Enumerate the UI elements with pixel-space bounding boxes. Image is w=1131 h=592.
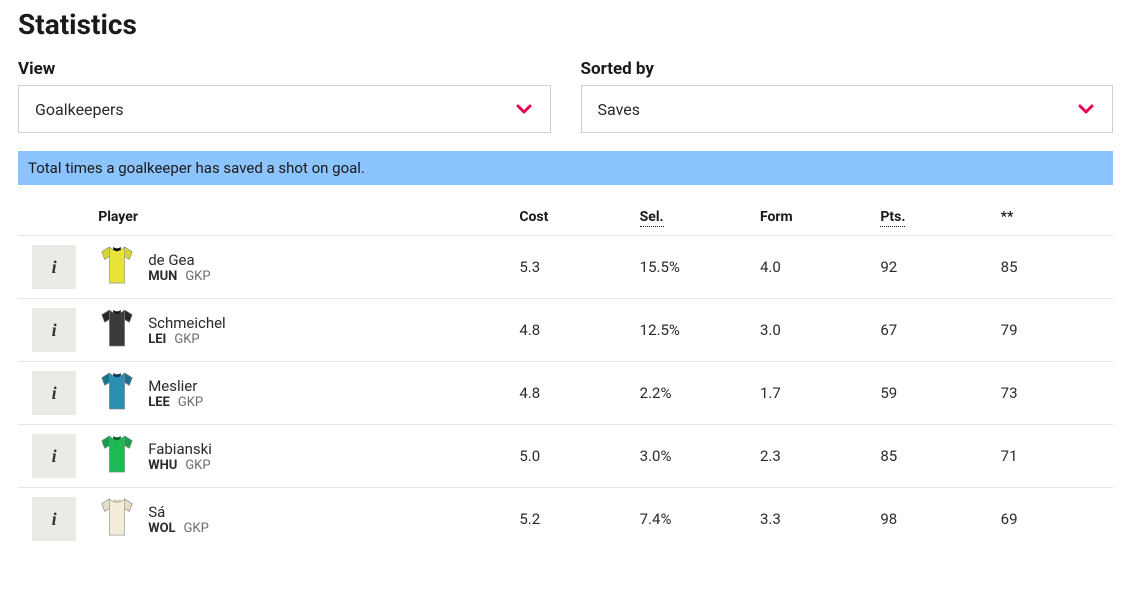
cell-form: 4.0 (752, 236, 872, 299)
player-pos: GKP (185, 269, 210, 284)
cell-pts: 59 (872, 362, 992, 425)
player-club: LEE (148, 395, 170, 410)
sort-filter: Sorted by Saves (581, 59, 1114, 133)
player-meta: de Gea MUN GKP (148, 251, 210, 284)
cell-form: 2.3 (752, 425, 872, 488)
player-pos: GKP (185, 458, 210, 473)
view-select-value: Goalkeepers (35, 100, 124, 119)
page-title: Statistics (18, 8, 1113, 41)
player-info-button[interactable]: i (32, 434, 76, 478)
info-cell: i (18, 236, 90, 299)
kit-icon (98, 496, 136, 542)
table-row: i Sá WOL GKP 5.2 7.4% 3.3 98 69 (18, 488, 1113, 551)
cell-sel: 7.4% (632, 488, 752, 551)
col-cost[interactable]: Cost (511, 199, 631, 236)
player-cell[interactable]: Schmeichel LEI GKP (90, 299, 511, 362)
cell-sel: 15.5% (632, 236, 752, 299)
cell-extra: 71 (993, 425, 1113, 488)
cell-sel: 2.2% (632, 362, 752, 425)
col-player[interactable]: Player (90, 199, 511, 236)
player-meta: Fabianski WHU GKP (148, 440, 212, 473)
player-meta: Meslier LEE GKP (148, 377, 203, 410)
info-cell: i (18, 362, 90, 425)
player-cell[interactable]: Meslier LEE GKP (90, 362, 511, 425)
player-club: WOL (148, 521, 175, 536)
cell-form: 3.3 (752, 488, 872, 551)
col-pts-label: Pts. (880, 209, 905, 227)
cell-pts: 98 (872, 488, 992, 551)
cell-form: 3.0 (752, 299, 872, 362)
cell-extra: 73 (993, 362, 1113, 425)
table-row: i Fabianski WHU GKP 5.0 3.0% 2.3 85 71 (18, 425, 1113, 488)
player-pos: GKP (174, 332, 199, 347)
cell-cost: 4.8 (511, 362, 631, 425)
kit-icon (98, 307, 136, 353)
col-extra[interactable]: ** (993, 199, 1113, 236)
player-pos: GKP (178, 395, 203, 410)
info-cell: i (18, 488, 90, 551)
cell-pts: 85 (872, 425, 992, 488)
player-meta: Sá WOL GKP (148, 503, 209, 536)
kit-icon (98, 244, 136, 290)
col-sel[interactable]: Sel. (632, 199, 752, 236)
player-club: WHU (148, 458, 177, 473)
cell-sel: 12.5% (632, 299, 752, 362)
player-cell[interactable]: Sá WOL GKP (90, 488, 511, 551)
player-club-pos: MUN GKP (148, 269, 210, 284)
info-cell: i (18, 425, 90, 488)
col-pts[interactable]: Pts. (872, 199, 992, 236)
stats-table: Player Cost Sel. Form Pts. ** i de Gea M… (18, 199, 1113, 550)
col-form[interactable]: Form (752, 199, 872, 236)
cell-form: 1.7 (752, 362, 872, 425)
col-info (18, 199, 90, 236)
player-meta: Schmeichel LEI GKP (148, 314, 226, 347)
table-row: i Schmeichel LEI GKP 4.8 12.5% 3.0 67 79 (18, 299, 1113, 362)
view-filter: View Goalkeepers (18, 59, 551, 133)
player-name: de Gea (148, 251, 210, 269)
cell-extra: 69 (993, 488, 1113, 551)
cell-extra: 79 (993, 299, 1113, 362)
view-filter-label: View (18, 59, 551, 79)
sort-select[interactable]: Saves (581, 85, 1114, 133)
info-banner: Total times a goalkeeper has saved a sho… (18, 151, 1113, 185)
info-cell: i (18, 299, 90, 362)
filters-row: View Goalkeepers Sorted by Saves (18, 59, 1113, 133)
player-name: Fabianski (148, 440, 212, 458)
player-club: LEI (148, 332, 166, 347)
player-info-button[interactable]: i (32, 371, 76, 415)
player-club-pos: WOL GKP (148, 521, 209, 536)
cell-cost: 5.3 (511, 236, 631, 299)
player-club-pos: LEI GKP (148, 332, 226, 347)
cell-pts: 67 (872, 299, 992, 362)
player-name: Meslier (148, 377, 203, 395)
player-club-pos: WHU GKP (148, 458, 212, 473)
player-club-pos: LEE GKP (148, 395, 203, 410)
table-row: i Meslier LEE GKP 4.8 2.2% 1.7 59 73 (18, 362, 1113, 425)
player-name: Schmeichel (148, 314, 226, 332)
player-info-button[interactable]: i (32, 497, 76, 541)
player-info-button[interactable]: i (32, 245, 76, 289)
cell-sel: 3.0% (632, 425, 752, 488)
cell-cost: 4.8 (511, 299, 631, 362)
chevron-down-icon (514, 99, 534, 119)
player-info-button[interactable]: i (32, 308, 76, 352)
kit-icon (98, 433, 136, 479)
table-row: i de Gea MUN GKP 5.3 15.5% 4.0 92 85 (18, 236, 1113, 299)
table-header-row: Player Cost Sel. Form Pts. ** (18, 199, 1113, 236)
player-name: Sá (148, 503, 209, 521)
player-pos: GKP (184, 521, 209, 536)
cell-cost: 5.0 (511, 425, 631, 488)
chevron-down-icon (1076, 99, 1096, 119)
player-cell[interactable]: de Gea MUN GKP (90, 236, 511, 299)
col-sel-label: Sel. (640, 209, 664, 227)
cell-extra: 85 (993, 236, 1113, 299)
kit-icon (98, 370, 136, 416)
sort-select-value: Saves (598, 100, 640, 119)
player-cell[interactable]: Fabianski WHU GKP (90, 425, 511, 488)
sort-filter-label: Sorted by (581, 59, 1114, 79)
cell-pts: 92 (872, 236, 992, 299)
player-club: MUN (148, 269, 177, 284)
cell-cost: 5.2 (511, 488, 631, 551)
view-select[interactable]: Goalkeepers (18, 85, 551, 133)
